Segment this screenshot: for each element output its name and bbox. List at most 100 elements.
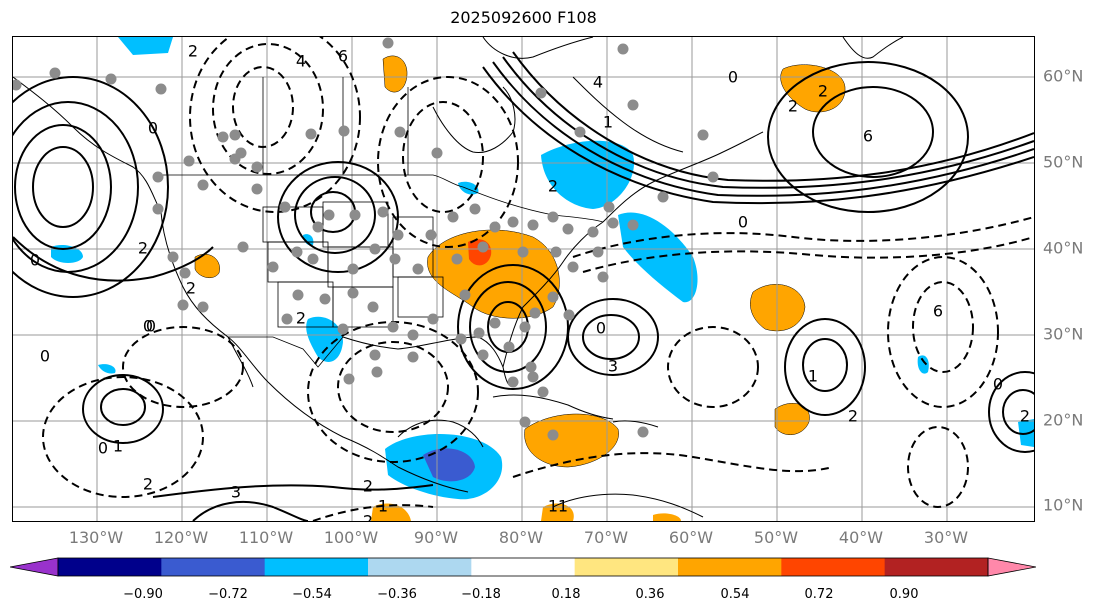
station-dot [305,128,317,140]
station-dot [389,253,401,265]
station-dot [267,261,279,273]
contour-w-high-1 [32,146,94,228]
state-box-8 [397,276,444,318]
coast-cuba [492,394,614,420]
colorbar-tick-9: 0.72 [804,587,834,602]
station-dot [371,366,383,378]
coast-hispaniola [612,420,659,428]
contour-baja-wave [13,236,214,282]
contour-jet-4 [512,51,1034,182]
station-dot [369,243,381,255]
contour-atl-low-1 [582,314,640,360]
station-dot [547,291,559,303]
graticule [13,37,1034,521]
contour-neg-e-2 [887,256,999,408]
lat-label-20n: 20°N [1043,410,1084,430]
contour-label: 0 [148,119,158,138]
lon-label-60w: 60°W [668,528,714,547]
contour-label: 2 [818,82,828,101]
colorbar-cell [264,558,369,576]
contour-label: 3 [608,357,618,376]
lon-label-100w: 100°W [323,528,379,547]
lon-label-70w: 70°W [583,528,629,547]
station-dot [519,416,531,428]
colorbar-tick-2: −0.72 [208,587,248,602]
station-dot [382,37,394,49]
contour-label: 3 [231,483,241,502]
contour-neg-atl-1 [667,326,759,408]
station-dot [469,203,481,215]
contour-label: 0 [30,251,40,270]
lon-label-40w: 40°W [838,528,884,547]
contour-neg-pac-1 [42,376,204,498]
station-dot [547,211,559,223]
station-dot [387,321,399,333]
lat-label-30n: 30°N [1043,324,1084,344]
shade-blue-nw [118,37,173,55]
contour-label: 2 [363,512,373,522]
station-dot [525,361,537,373]
station-dot [291,246,303,258]
station-dot [637,426,649,438]
lat-label-60n: 60°N [1043,66,1084,86]
shade-orange-bottom-mid [541,503,574,521]
contour-neg-arc-1 [572,216,1034,258]
colorbar-tick-5: −0.18 [461,587,501,602]
station-dot [447,211,459,223]
station-dot [377,206,389,218]
station-dot [407,329,419,341]
contour-label: 1 [378,497,388,516]
station-dot [152,203,164,215]
station-dot [517,246,529,258]
shading-layer [51,37,1034,521]
contour-label: 2 [296,309,306,328]
station-dot [507,376,519,388]
station-dot [547,429,559,441]
station-dot [197,301,209,313]
station-dot [489,317,501,329]
station-dot [529,307,541,319]
contour-neg-caribbean [512,452,834,478]
coast-hudson-bay [432,86,516,154]
shade-orange-bottom-left [371,503,411,521]
station-dot [237,241,249,253]
contour-jet-2 [492,61,1034,197]
station-dot [337,323,349,335]
contour-mid-atl-1 [802,338,848,392]
station-dot [597,271,609,283]
contour-label: 6 [933,302,943,321]
lat-label-10n: 10°N [1043,495,1084,515]
station-dot [567,261,579,273]
coast-east-us [502,221,604,368]
station-dot [179,267,191,279]
station-dot [251,183,263,195]
station-dot [574,126,586,138]
coast-sa-north [552,493,704,518]
colorbar-tick-10: 0.90 [889,587,919,602]
contour-label: 6 [863,127,873,146]
station-dot [477,241,489,253]
contour-atl-low-2 [567,298,659,376]
contour-bottom-left [192,501,309,521]
station-dot [607,217,619,229]
contour-label: 0 [993,375,1003,394]
contour-neg-bottom [312,504,434,521]
contour-label: 4 [296,52,306,71]
contour-pac-2 [82,374,164,444]
contour-label: 1 [808,367,818,386]
lon-label-80w: 80°W [498,528,544,547]
contour-central-am [152,484,434,498]
contour-se-2 [469,281,547,373]
contour-label: 2 [363,477,373,496]
contour-plains-3 [277,161,399,273]
contour-neg-gl-1 [402,101,484,213]
station-dot [527,371,539,383]
station-dot [152,171,164,183]
contour-neg-e-1 [912,281,974,373]
lon-label-110w: 110°W [238,528,294,547]
station-dot [587,226,599,238]
contour-plains-2 [294,176,376,254]
colorbar-cell [58,558,162,576]
